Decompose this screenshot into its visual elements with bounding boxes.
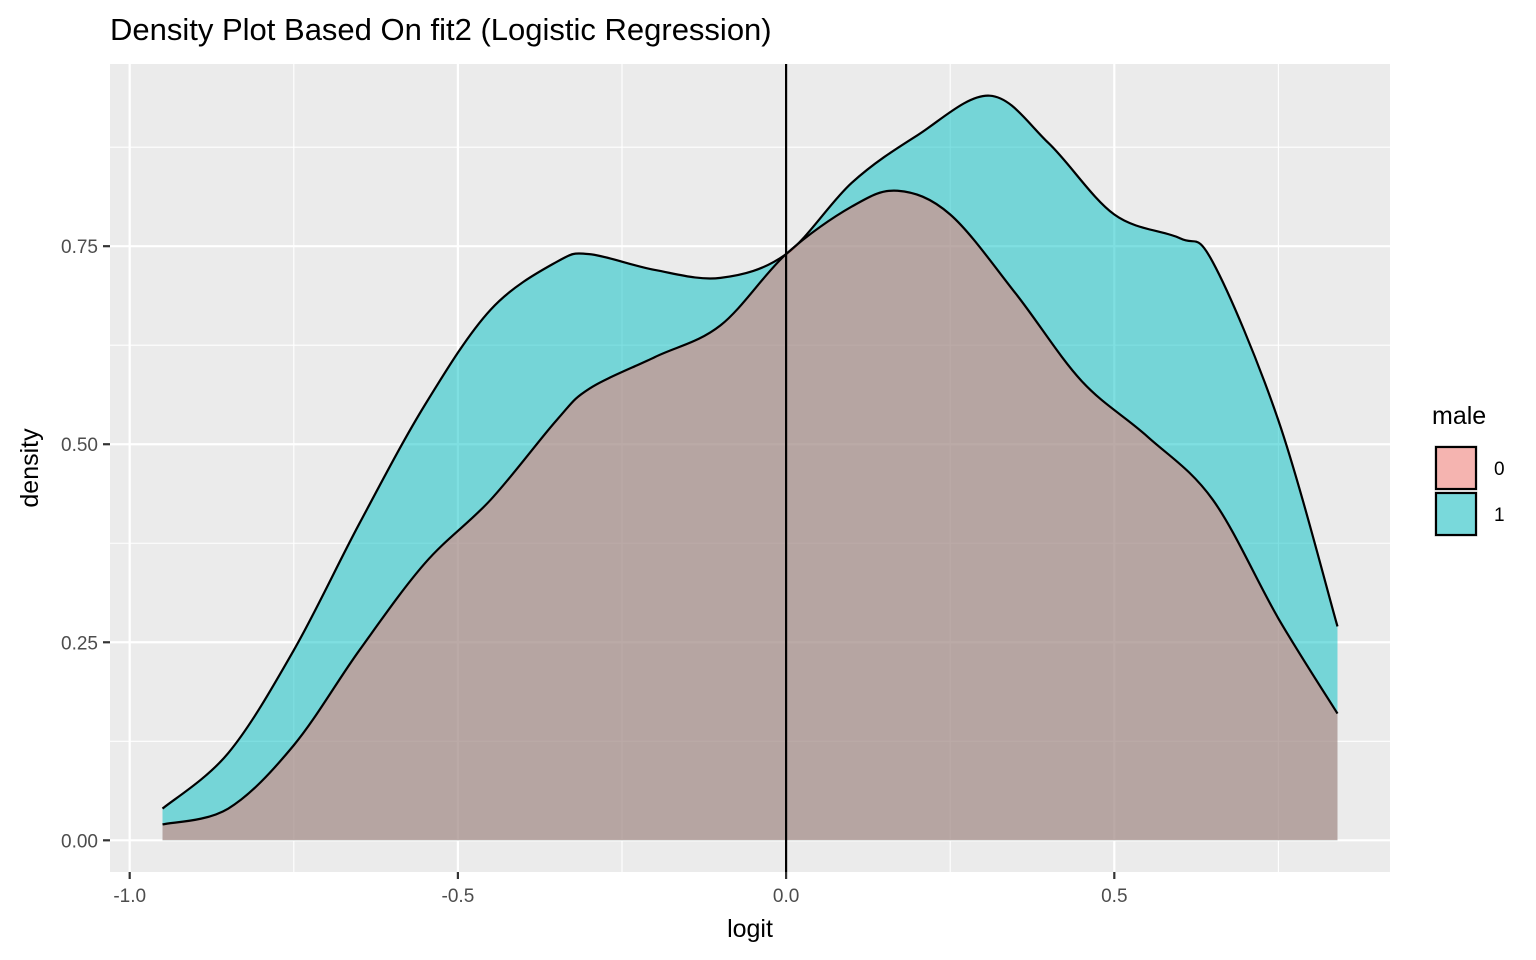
x-tick-label: -1.0 (113, 886, 146, 907)
legend-items: 01 (1434, 445, 1505, 537)
legend-title: male (1432, 402, 1486, 430)
y-tick-label: 0.50 (61, 435, 98, 456)
y-tick-label: 0.75 (61, 237, 98, 258)
legend: male 01 (1432, 402, 1505, 537)
density-line-male-1 (161, 94, 1339, 810)
legend-label-male-1: 1 (1494, 505, 1505, 526)
axes: -1.0 -0.5 0.0 0.5 0.00 0.25 0.50 0.75 (61, 237, 1128, 907)
y-tick-label: 0.00 (61, 831, 98, 852)
x-tick-label: -0.5 (442, 886, 475, 907)
legend-label-male-0: 0 (1494, 459, 1505, 480)
y-tick-label: 0.25 (61, 633, 98, 654)
density-line-male-0 (162, 189, 1339, 826)
x-tick-label: 0.0 (773, 886, 799, 907)
y-axis-title: density (16, 428, 44, 508)
x-axis-title: logit (727, 915, 773, 943)
density-area-male-0 (162, 190, 1338, 841)
chart-title: Density Plot Based On fit2 (Logistic Reg… (110, 12, 772, 47)
legend-key-male-1 (1434, 491, 1478, 537)
density-areas (161, 94, 1339, 841)
x-tick-label: 0.5 (1101, 886, 1127, 907)
legend-key-male-0 (1434, 445, 1478, 491)
